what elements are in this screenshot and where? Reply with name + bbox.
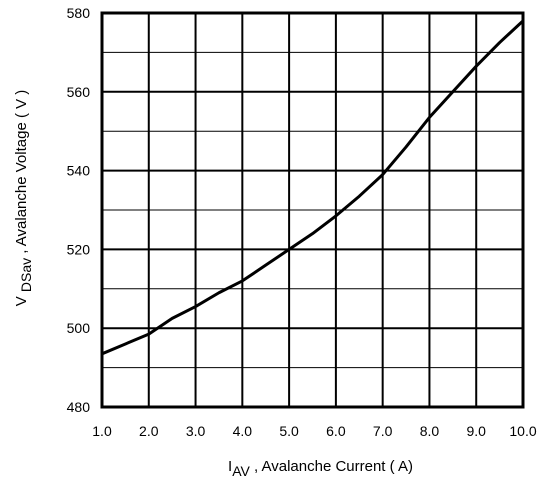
series-layer bbox=[101, 19, 525, 356]
x-tick-label: 2.0 bbox=[139, 423, 159, 439]
x-tick-label: 7.0 bbox=[373, 423, 393, 439]
grid bbox=[101, 12, 524, 408]
y-axis-title-main: V bbox=[13, 292, 30, 306]
y-tick-label: 580 bbox=[67, 5, 91, 21]
y-tick-label: 560 bbox=[67, 84, 91, 100]
x-tick-label: 4.0 bbox=[233, 423, 253, 439]
x-tick-label: 10.0 bbox=[509, 423, 536, 439]
x-tick-label: 1.0 bbox=[92, 423, 112, 439]
x-tick-label: 6.0 bbox=[326, 423, 346, 439]
x-tick-label: 3.0 bbox=[186, 423, 206, 439]
x-axis-title-rest: , Avalanche Current ( A) bbox=[250, 458, 413, 475]
x-tick-label: 5.0 bbox=[279, 423, 299, 439]
y-axis-title-subscript: DSav bbox=[18, 258, 34, 292]
x-axis-title: IAV , Avalanche Current ( A) bbox=[228, 458, 413, 479]
x-tick-label: 9.0 bbox=[466, 423, 486, 439]
y-tick-label: 520 bbox=[67, 241, 91, 257]
y-axis-title-rest: , Avalanche Voltage ( V ) bbox=[13, 90, 30, 258]
plot-frame bbox=[100, 11, 525, 409]
series-line bbox=[101, 19, 525, 356]
x-tick-labels: 1.0 2.0 3.0 4.0 5.0 6.0 7.0 8.0 9.0 10.0 bbox=[92, 423, 537, 439]
x-axis-title-main: I bbox=[228, 458, 232, 475]
x-axis-title-subscript: AV bbox=[232, 463, 250, 479]
y-tick-labels: 480 500 520 540 560 580 bbox=[67, 5, 91, 415]
y-tick-label: 540 bbox=[67, 163, 91, 179]
x-tick-label: 8.0 bbox=[420, 423, 440, 439]
y-tick-label: 500 bbox=[67, 320, 91, 336]
y-axis-title: V DSav , Avalanche Voltage ( V ) bbox=[13, 90, 34, 307]
y-tick-label: 480 bbox=[67, 399, 91, 415]
